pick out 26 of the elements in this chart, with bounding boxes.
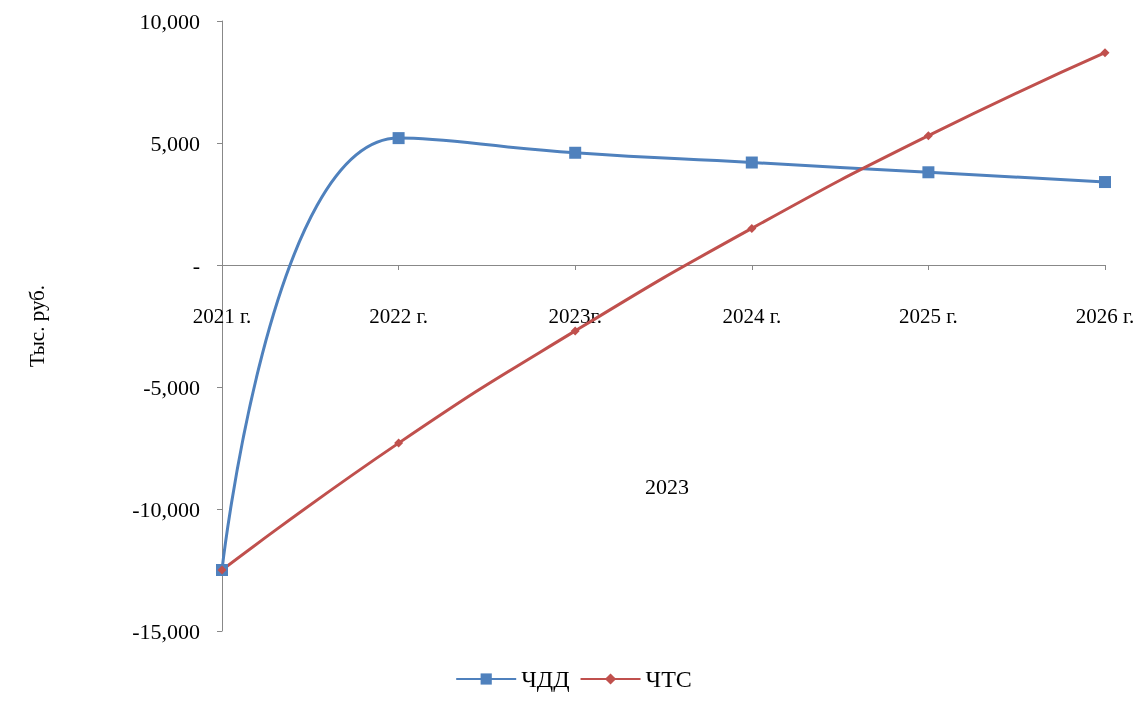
point <box>570 326 580 336</box>
x-tick-label: 2026 г. <box>1075 303 1135 328</box>
x-tick-label: 2021 г. <box>192 303 252 328</box>
y-tick-label: -5,000 <box>143 374 200 400</box>
point <box>923 131 933 141</box>
y-tick-label: -10,000 <box>132 496 200 522</box>
point <box>1100 48 1110 58</box>
y-axis-title: Тыс. руб. <box>24 284 49 368</box>
point <box>394 438 404 448</box>
point <box>569 146 582 159</box>
point <box>922 166 935 179</box>
x-tick-label: 2024 г. <box>722 303 782 328</box>
x-tick-label: 2022 г. <box>369 303 428 328</box>
y-tick-label: 10,000 <box>139 8 200 34</box>
y-tick-label: - <box>192 252 200 278</box>
point <box>745 156 758 169</box>
y-tick-label: -15,000 <box>132 618 200 644</box>
point <box>1099 176 1111 189</box>
x-tick-label: 2023г. <box>548 303 602 328</box>
x-tick-label: 2025 г. <box>899 303 958 328</box>
point <box>747 223 757 233</box>
legend-label: ЧДД <box>521 666 570 692</box>
point <box>392 132 405 145</box>
annotation: 2023 <box>645 473 689 499</box>
y-tick-label: 5,000 <box>150 130 200 156</box>
legend-label: ЧТС <box>645 666 692 692</box>
